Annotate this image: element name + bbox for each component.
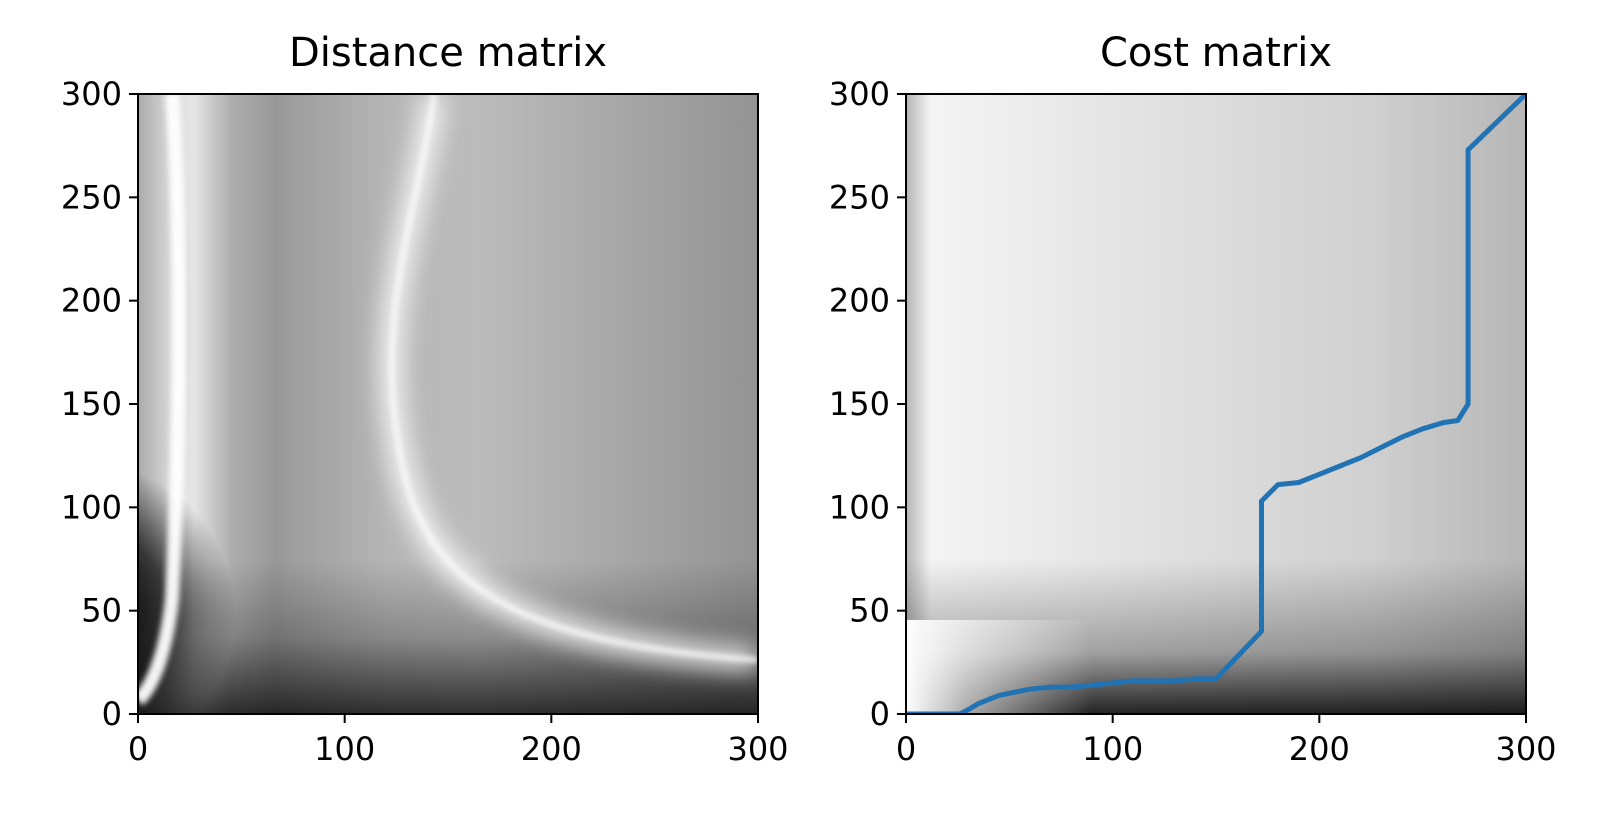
x-tick-label: 0 (128, 730, 148, 768)
distance-matrix-panel: Distance matrix 0 100 200 300 0 50 100 150 200 25… (61, 30, 789, 768)
y-tick-label: 50 (849, 592, 890, 630)
y-tick-label: 0 (870, 695, 890, 733)
axis-ticks: 0 100 200 300 0 50 100 150 200 250 300 (829, 75, 1557, 768)
y-tick-label: 200 (829, 282, 890, 320)
y-tick-label: 300 (829, 75, 890, 113)
heatmap-image (906, 94, 1526, 714)
x-tick-label: 200 (1289, 730, 1350, 768)
y-tick-label: 0 (102, 695, 122, 733)
x-tick-label: 0 (896, 730, 916, 768)
chart-title: Cost matrix (1100, 30, 1332, 76)
y-tick-label: 100 (61, 488, 122, 526)
axis-ticks: 0 100 200 300 0 50 100 150 200 250 300 (61, 75, 789, 768)
cost-matrix-panel: Cost matrix 0 100 200 300 0 50 100 150 200 250 300 (829, 30, 1557, 768)
y-tick-label: 250 (829, 178, 890, 216)
x-tick-label: 200 (521, 730, 582, 768)
chart-title: Distance matrix (289, 30, 607, 76)
y-tick-label: 100 (829, 488, 890, 526)
heatmap-image (138, 94, 758, 714)
y-tick-label: 250 (61, 178, 122, 216)
x-tick-label: 300 (727, 730, 788, 768)
y-tick-label: 150 (61, 385, 122, 423)
warping-path-line (906, 94, 1526, 714)
y-tick-label: 300 (61, 75, 122, 113)
y-tick-label: 200 (61, 282, 122, 320)
x-tick-label: 100 (314, 730, 375, 768)
y-tick-label: 50 (81, 592, 122, 630)
x-tick-label: 300 (1495, 730, 1556, 768)
x-tick-label: 100 (1082, 730, 1143, 768)
y-tick-label: 150 (829, 385, 890, 423)
